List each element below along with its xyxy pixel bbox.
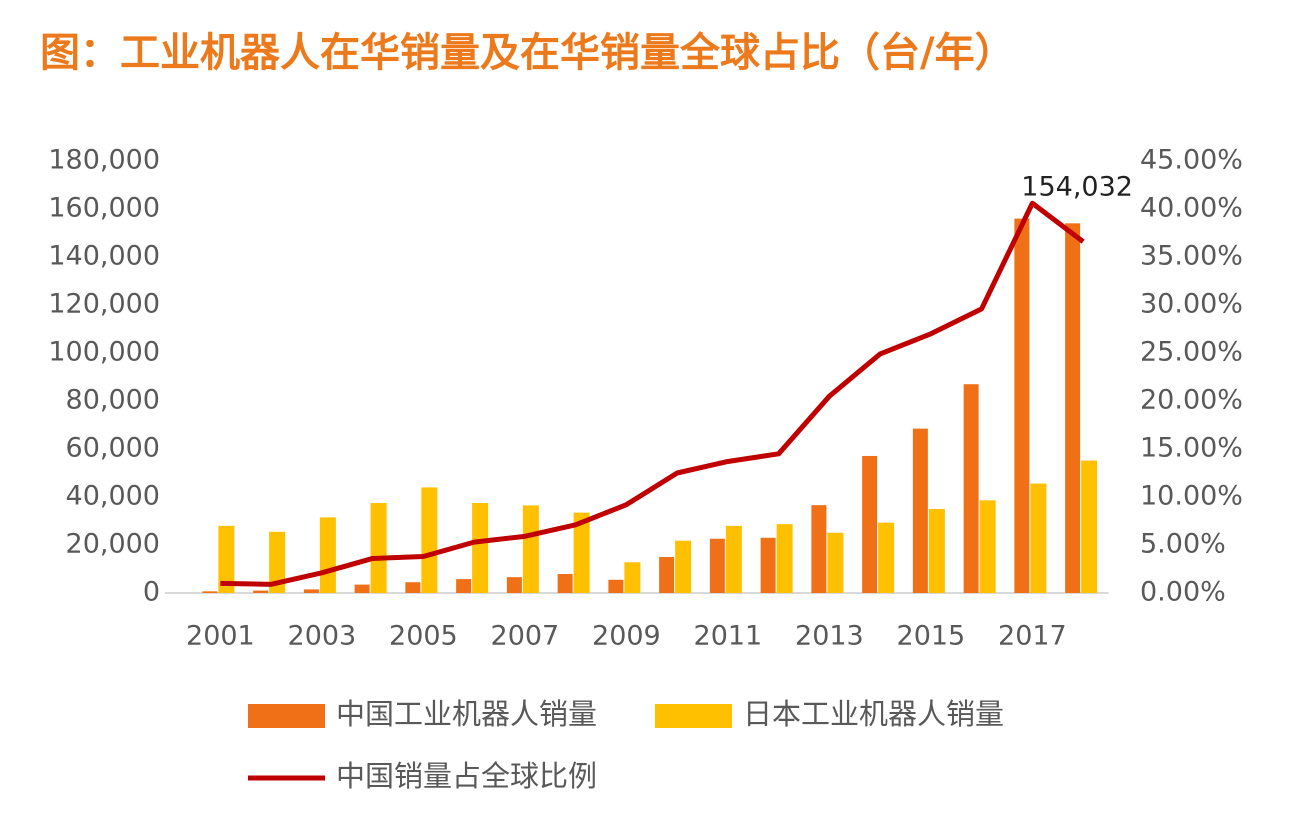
bar [776,524,793,593]
legend-label: 中国销量占全球比例 [336,759,597,793]
bar [557,574,573,593]
bar [912,428,928,593]
bar [827,532,844,593]
y2-tick-label: 40.00% [1140,193,1243,224]
y-tick-label: 100,000 [48,337,160,368]
bar [928,509,945,593]
bar [725,525,742,593]
y-tick-label: 0 [143,577,160,608]
x-tick-label: 2017 [998,621,1067,652]
y2-tick-label: 20.00% [1140,385,1243,416]
bar [253,590,269,593]
bar [506,577,522,593]
bar [405,582,421,593]
data-label: 154,032 [1021,172,1133,203]
y2-tick-label: 30.00% [1140,289,1243,320]
y-tick-label: 80,000 [66,385,160,416]
bar [675,540,692,593]
bar [608,579,624,593]
legend-swatch [248,704,325,728]
bar [354,584,370,593]
x-tick-label: 2015 [897,621,966,652]
bar [979,500,996,593]
x-tick-label: 2009 [592,621,661,652]
y-tick-label: 140,000 [48,241,160,272]
legend-label: 日本工业机器人销量 [743,697,1004,731]
legend-label: 中国工业机器人销量 [336,697,597,731]
bar [1030,483,1047,593]
y-tick-label: 20,000 [66,529,160,560]
bar [760,537,776,593]
x-tick-label: 2007 [491,621,560,652]
y2-tick-label: 25.00% [1140,337,1243,368]
x-tick-label: 2001 [186,621,255,652]
y2-tick-label: 10.00% [1140,481,1243,512]
x-tick-label: 2011 [694,621,763,652]
bar [1065,223,1081,594]
y2-tick-label: 35.00% [1140,241,1243,272]
y2-tick-label: 15.00% [1140,433,1243,464]
bar [573,512,590,593]
bar [202,591,218,593]
bar [370,503,387,593]
bar [878,522,895,593]
bar [811,505,827,593]
y-tick-label: 180,000 [48,145,160,176]
chart-title: 图：工业机器人在华销量及在华销量全球占比（台/年） [40,30,1015,76]
y2-tick-label: 45.00% [1140,145,1243,176]
x-tick-label: 2005 [389,621,458,652]
bar [472,503,489,593]
y2-tick-label: 0.00% [1140,577,1226,608]
line [220,200,1085,587]
y-tick-label: 160,000 [48,193,160,224]
bar [624,562,641,593]
x-tick-label: 2013 [795,621,864,652]
bar [522,505,539,593]
bar [319,517,336,593]
bar [269,531,286,593]
y-tick-label: 60,000 [66,433,160,464]
bar [862,455,878,593]
x-tick-label: 2003 [288,621,357,652]
legend-swatch [655,704,732,728]
bar [1081,460,1098,593]
y-tick-label: 40,000 [66,481,160,512]
bar [303,589,319,593]
bar [963,384,979,593]
bar [709,538,725,593]
bar [218,525,235,593]
bar [421,487,438,593]
y2-tick-label: 5.00% [1140,529,1226,560]
bar [1014,218,1030,593]
y-tick-label: 120,000 [48,289,160,320]
bar [659,557,675,593]
bar [456,579,472,593]
